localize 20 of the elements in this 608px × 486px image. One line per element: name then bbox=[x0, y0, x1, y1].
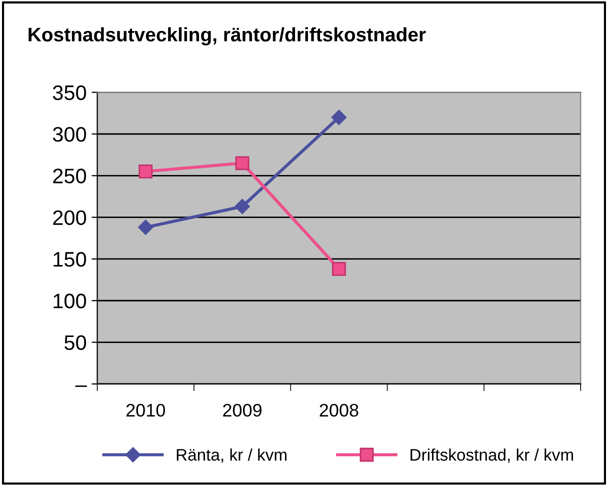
y-tick-label: 100 bbox=[54, 294, 86, 308]
point bbox=[234, 198, 250, 214]
y-tick-label: 50 bbox=[64, 335, 86, 350]
point bbox=[235, 156, 250, 170]
point bbox=[331, 110, 347, 125]
legend-label: Driftskostnad, kr / kvm bbox=[410, 448, 573, 463]
y-tick-label: 150 bbox=[54, 252, 86, 267]
chart-title: Kostnadsutveckling, räntor/driftskostnader bbox=[28, 27, 426, 46]
x-tick-label: 2009 bbox=[223, 404, 262, 417]
y-tick-label: 250 bbox=[53, 168, 86, 184]
x-tick-label: 2010 bbox=[126, 404, 165, 417]
point bbox=[138, 220, 154, 235]
y-tick-label: – bbox=[75, 386, 87, 387]
x-tick-label: 2008 bbox=[320, 404, 358, 417]
legend-label: Ränta, kr / kvm bbox=[176, 448, 286, 463]
point bbox=[332, 262, 346, 276]
y-tick-label: 300 bbox=[52, 127, 86, 142]
point bbox=[138, 164, 153, 178]
y-tick-label: 200 bbox=[53, 210, 86, 226]
y-tick-label: 350 bbox=[52, 85, 86, 100]
